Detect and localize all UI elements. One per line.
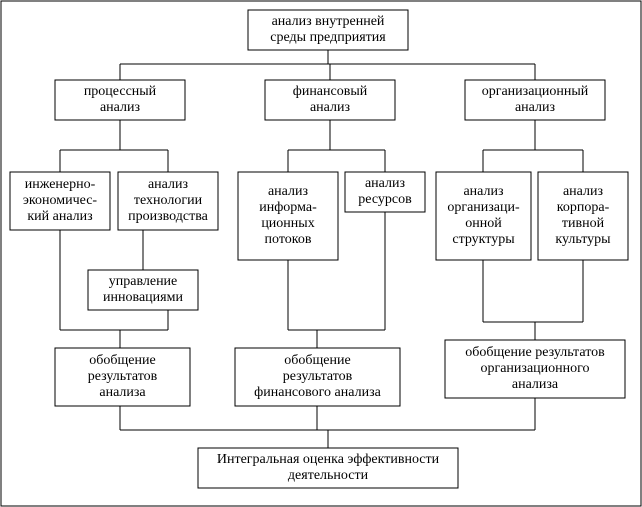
diagram-canvas: анализ внутреннейсреды предприятия процес… bbox=[0, 0, 642, 507]
node-info-label-0: анализ bbox=[268, 184, 309, 199]
node-info-label-1: информа- bbox=[259, 200, 317, 215]
node-sum_fin-label-1: результатов bbox=[283, 369, 353, 384]
node-info-label-3: потоков bbox=[265, 232, 312, 247]
node-cult-label-2: тивной bbox=[562, 216, 605, 231]
node-innov: управлениеинновациями bbox=[88, 270, 198, 310]
node-eng: инженерно-экономичес-кий анализ bbox=[10, 172, 110, 230]
node-sum_org: обобщение результатоворганизационногоана… bbox=[445, 340, 625, 398]
node-sum_proc-label-0: обобщение bbox=[89, 353, 155, 368]
node-cult-label-0: анализ bbox=[563, 184, 604, 199]
node-res: анализресурсов bbox=[345, 172, 425, 212]
node-eng-label-0: инженерно- bbox=[25, 177, 96, 192]
node-sum_fin-label-2: финансового анализа bbox=[254, 385, 381, 400]
node-innov-label-1: инновациями bbox=[103, 290, 183, 305]
node-struct-label-1: организаци- bbox=[447, 200, 520, 215]
node-eng-label-1: экономичес- bbox=[23, 193, 97, 208]
node-sum_fin: обобщениерезультатовфинансового анализа bbox=[235, 348, 400, 406]
node-info: анализинформа-ционныхпотоков bbox=[238, 172, 338, 260]
node-innov-label-0: управление bbox=[109, 274, 178, 289]
node-info-label-2: ционных bbox=[261, 216, 314, 231]
node-eng-label-2: кий анализ bbox=[27, 209, 93, 224]
node-sum_org-label-1: организационного bbox=[480, 361, 589, 376]
node-fin: финансовыйанализ bbox=[265, 80, 395, 120]
node-root-label-1: среды предприятия bbox=[270, 30, 386, 45]
node-proc-label-1: анализ bbox=[100, 100, 141, 115]
node-tech-label-2: производства bbox=[128, 209, 209, 224]
node-struct-label-2: онной bbox=[465, 216, 502, 231]
node-res-label-0: анализ bbox=[365, 176, 406, 191]
node-sum_proc-label-2: анализа bbox=[99, 385, 146, 400]
node-root: анализ внутреннейсреды предприятия bbox=[248, 10, 408, 50]
node-tech: анализтехнологиипроизводства bbox=[118, 172, 218, 230]
node-cult: анализкорпора-тивнойкультуры bbox=[538, 172, 628, 260]
node-org-label-1: анализ bbox=[515, 100, 556, 115]
node-struct: анализорганизаци-оннойструктуры bbox=[436, 172, 531, 260]
node-proc: процессныйанализ bbox=[55, 80, 185, 120]
node-fin-label-1: анализ bbox=[310, 100, 351, 115]
node-org-label-0: организационный bbox=[482, 84, 589, 99]
node-res-label-1: ресурсов bbox=[358, 192, 412, 207]
node-proc-label-0: процессный bbox=[84, 84, 157, 99]
node-sum_fin-label-0: обобщение bbox=[284, 353, 350, 368]
node-sum_org-label-0: обобщение результатов bbox=[465, 345, 605, 360]
node-cult-label-3: культуры bbox=[555, 232, 611, 247]
node-integral: Интегральная оценка эффективностидеятель… bbox=[198, 448, 458, 488]
node-tech-label-0: анализ bbox=[148, 177, 189, 192]
node-fin-label-0: финансовый bbox=[293, 84, 368, 99]
node-sum_proc: обобщениерезультатованализа bbox=[55, 348, 190, 406]
node-sum_proc-label-1: результатов bbox=[88, 369, 158, 384]
node-struct-label-0: анализ bbox=[463, 184, 504, 199]
node-struct-label-3: структуры bbox=[452, 232, 515, 247]
node-integral-label-0: Интегральная оценка эффективности bbox=[217, 452, 440, 467]
node-root-label-0: анализ внутренней bbox=[272, 14, 385, 29]
node-sum_org-label-2: анализа bbox=[512, 377, 559, 392]
node-tech-label-1: технологии bbox=[134, 193, 203, 208]
node-cult-label-1: корпора- bbox=[557, 200, 610, 215]
node-integral-label-1: деятельности bbox=[288, 468, 369, 483]
node-org: организационныйанализ bbox=[465, 80, 605, 120]
